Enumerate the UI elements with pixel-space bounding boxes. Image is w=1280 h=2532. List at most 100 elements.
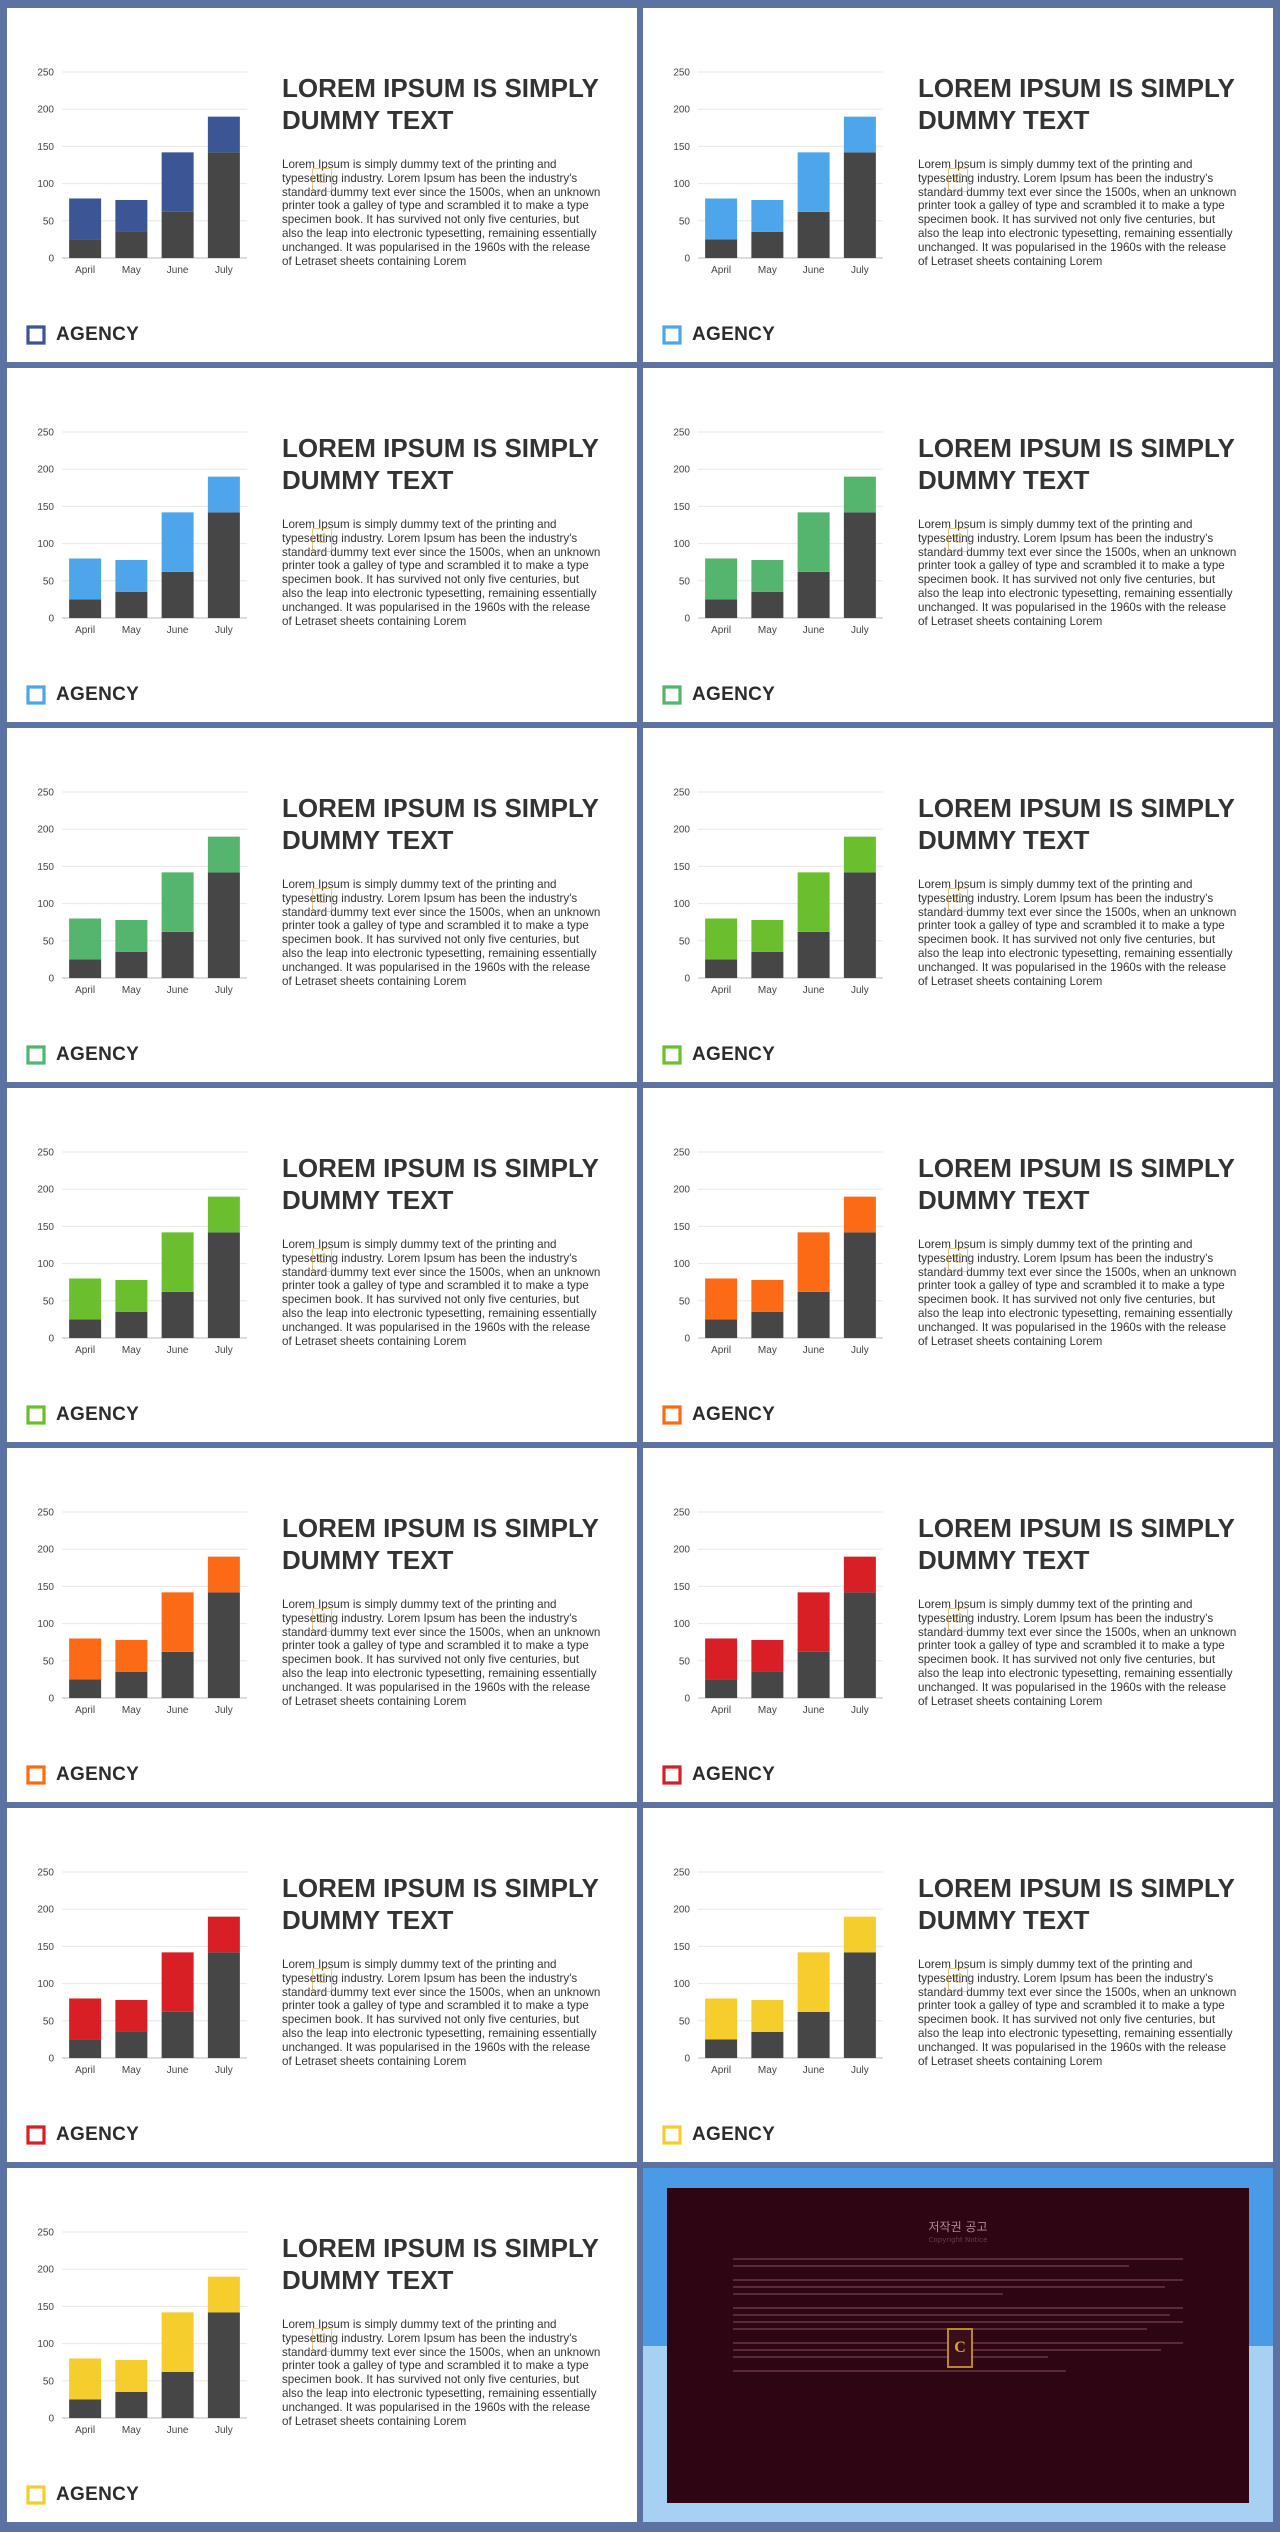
bar-base-segment <box>207 872 240 978</box>
x-tick-label: July <box>851 1345 869 1356</box>
y-tick-label: 0 <box>48 974 54 985</box>
x-tick-label: April <box>75 625 95 636</box>
x-tick-label: June <box>167 1345 189 1356</box>
y-tick-label: 200 <box>37 2265 54 2276</box>
bar-accent-segment <box>207 2276 240 2313</box>
bracket-square-icon <box>26 325 46 345</box>
bar-accent-segment <box>161 2312 194 2372</box>
y-tick-label: 200 <box>37 825 54 836</box>
x-tick-label: May <box>122 2425 141 2436</box>
y-tick-label: 100 <box>673 1259 690 1270</box>
bar-base-segment <box>843 152 876 258</box>
y-tick-label: 150 <box>673 1942 690 1953</box>
bar-accent-segment <box>115 559 148 592</box>
y-tick-label: 250 <box>37 1508 54 1519</box>
x-tick-label: June <box>803 1705 825 1716</box>
bar-accent-segment <box>751 919 784 952</box>
bar-accent-segment <box>797 1592 830 1652</box>
x-tick-label: July <box>215 1705 233 1716</box>
x-tick-label: April <box>711 1705 731 1716</box>
bar-base-segment <box>751 1671 784 1698</box>
agency-logo: AGENCY <box>25 683 139 707</box>
slide-body-text: Lorem Ipsum is simply dummy text of the … <box>282 1598 601 1708</box>
logo-text: AGENCY <box>56 2484 140 2505</box>
y-tick-label: 50 <box>43 1656 55 1667</box>
chart-slide: 0 50 100 150 200 250 April May June July LOREM IPS… <box>643 728 1273 1082</box>
bar-accent-segment <box>843 836 876 873</box>
y-tick-label: 250 <box>37 2228 54 2239</box>
slide-title: LOREM IPSUM IS SIMPLY DUMMY TEXT <box>282 73 599 135</box>
stacked-bar-chart: 0 50 100 150 200 250 April May June July <box>37 788 247 996</box>
logo-text: AGENCY <box>692 1044 776 1065</box>
stacked-bar-chart: 0 50 100 150 200 250 April May June July <box>37 1868 247 2076</box>
x-tick-label: July <box>851 625 869 636</box>
bar-accent-segment <box>751 559 784 592</box>
bar-accent-segment <box>797 1232 830 1292</box>
y-tick-label: 50 <box>43 576 55 587</box>
slide-body-text: Lorem Ipsum is simply dummy text of the … <box>918 158 1237 268</box>
x-tick-label: April <box>75 1345 95 1356</box>
logo-text: AGENCY <box>56 1044 140 1065</box>
stacked-bar-chart: 0 50 100 150 200 250 April May June July <box>37 2228 247 2436</box>
bar-base-segment <box>115 1671 148 1698</box>
x-tick-label: June <box>167 2065 189 2076</box>
bar-base-segment <box>797 211 830 258</box>
bracket-square-icon <box>26 2485 46 2505</box>
y-tick-label: 150 <box>673 502 690 513</box>
bar-base-segment <box>843 872 876 978</box>
x-tick-label: June <box>803 1345 825 1356</box>
y-tick-label: 250 <box>673 1148 690 1159</box>
bar-base-segment <box>69 599 102 618</box>
x-tick-label: April <box>711 2065 731 2076</box>
bracket-square-icon <box>26 685 46 705</box>
x-tick-label: May <box>758 1345 777 1356</box>
bar-base-segment <box>705 1319 738 1338</box>
bar-base-segment <box>161 211 194 258</box>
bar-accent-segment <box>843 1916 876 1953</box>
bar-base-segment <box>797 931 830 978</box>
bar-accent-segment <box>207 1196 240 1233</box>
bar-base-segment <box>69 1319 102 1338</box>
bar-accent-segment <box>69 2358 102 2400</box>
bar-accent-segment <box>705 1278 738 1320</box>
y-tick-label: 0 <box>684 2054 690 2065</box>
slide-title: LOREM IPSUM IS SIMPLY DUMMY TEXT <box>282 1513 599 1575</box>
bar-base-segment <box>751 231 784 258</box>
logo-text: AGENCY <box>692 1764 776 1785</box>
y-tick-label: 100 <box>37 899 54 910</box>
y-tick-label: 150 <box>673 862 690 873</box>
bar-accent-segment <box>161 1592 194 1652</box>
slide-title: LOREM IPSUM IS SIMPLY DUMMY TEXT <box>918 1873 1235 1935</box>
x-tick-label: July <box>851 265 869 276</box>
c-emblem-icon: C <box>312 1608 332 1632</box>
notice-subtitle: Copyright Notice <box>928 2236 988 2244</box>
x-tick-label: June <box>167 625 189 636</box>
text-line <box>733 2286 1165 2288</box>
x-tick-label: April <box>711 985 731 996</box>
x-tick-label: April <box>75 2065 95 2076</box>
x-tick-label: July <box>851 1705 869 1716</box>
bar-accent-segment <box>843 116 876 153</box>
logo-text: AGENCY <box>692 324 776 345</box>
logo-text: AGENCY <box>56 1764 140 1785</box>
slide-title: LOREM IPSUM IS SIMPLY DUMMY TEXT <box>918 793 1235 855</box>
bar-accent-segment <box>797 512 830 572</box>
y-tick-label: 100 <box>37 1619 54 1630</box>
c-emblem-icon: C <box>948 888 968 912</box>
c-emblem-icon: C <box>312 1248 332 1272</box>
bar-base-segment <box>69 1679 102 1698</box>
y-tick-label: 250 <box>37 788 54 799</box>
c-emblem-icon: C <box>312 168 332 192</box>
slide-body-text: Lorem Ipsum is simply dummy text of the … <box>918 1958 1237 2068</box>
stacked-bar-chart: 0 50 100 150 200 250 April May June July <box>673 1868 883 2076</box>
y-tick-label: 0 <box>48 254 54 265</box>
y-tick-label: 100 <box>37 2339 54 2350</box>
slide-title: LOREM IPSUM IS SIMPLY DUMMY TEXT <box>282 1873 599 1935</box>
bar-accent-segment <box>207 1916 240 1953</box>
x-tick-label: April <box>75 1705 95 1716</box>
bracket-square-icon <box>662 1045 682 1065</box>
x-tick-label: May <box>122 2065 141 2076</box>
y-tick-label: 150 <box>673 1582 690 1593</box>
chart-slide: 0 50 100 150 200 250 April May June July LOREM IPS… <box>643 8 1273 362</box>
y-tick-label: 50 <box>679 1296 691 1307</box>
